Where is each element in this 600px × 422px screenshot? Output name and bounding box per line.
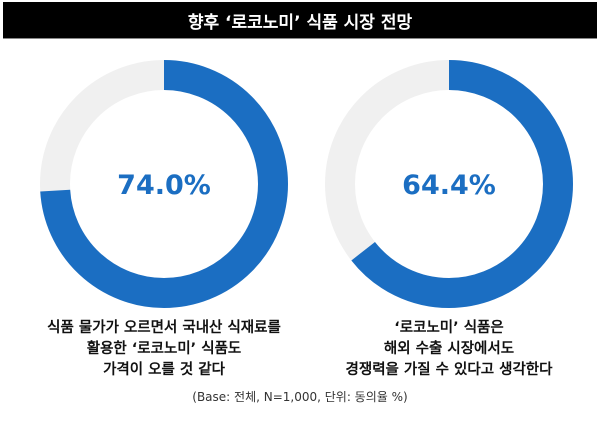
caption-line: 가격이 오를 것 같다 bbox=[103, 362, 225, 378]
caption-line: 해외 수출 시장에서도 bbox=[383, 341, 515, 357]
donut-value-arc bbox=[40, 60, 288, 308]
chart-title: 향후 ‘로코노미’ 식품 시장 전망 bbox=[3, 2, 597, 39]
base-note: (Base: 전체, N=1,000, 단위: 동의율 %) bbox=[192, 390, 408, 404]
caption-left: 식품 물가가 오르면서 국내산 식재료를 활용한 ‘로코노미’ 식품도 가격이 … bbox=[14, 318, 314, 381]
caption-line: ‘로코노미’ 식품은 bbox=[394, 320, 504, 336]
caption-line: 활용한 ‘로코노미’ 식품도 bbox=[86, 341, 242, 357]
caption-line: 식품 물가가 오르면서 국내산 식재료를 bbox=[47, 320, 281, 336]
caption-line: 경쟁력을 가질 수 있다고 생각한다 bbox=[345, 362, 553, 378]
caption-right: ‘로코노미’ 식품은 해외 수출 시장에서도 경쟁력을 가질 수 있다고 생각한… bbox=[299, 318, 599, 381]
donut-value-label: 74.0% bbox=[117, 170, 211, 201]
donut-value-label: 64.4% bbox=[402, 170, 496, 201]
donut-value-arc bbox=[325, 60, 573, 308]
